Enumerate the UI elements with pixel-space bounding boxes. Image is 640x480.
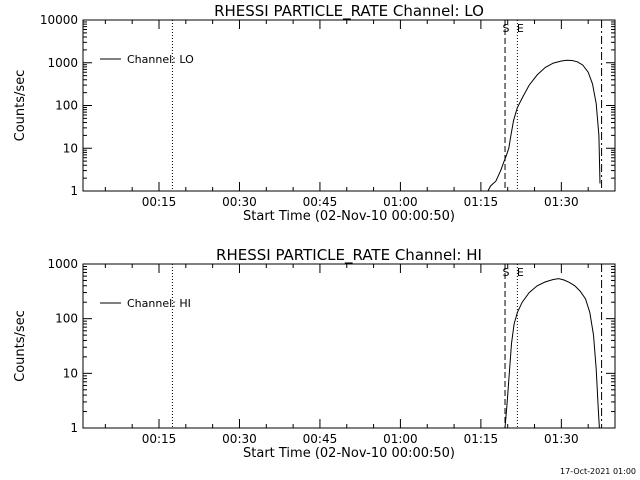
chart-title: RHESSI PARTICLE_RATE Channel: LO (214, 2, 484, 21)
legend-label: Channel: LO (127, 53, 194, 66)
x-tick-label: 01:00 (383, 432, 418, 446)
series-line (487, 59, 601, 192)
x-tick-label: 01:30 (544, 195, 579, 209)
x-tick-label: 01:30 (544, 432, 579, 446)
panel-channel-hi: RHESSI PARTICLE_RATE Channel: HI 1 10 100 10… (13, 246, 616, 461)
y-axis-label: Counts/sec (13, 310, 28, 382)
y-tick-label: 10 (63, 366, 78, 380)
x-tick-label: 00:45 (303, 195, 338, 209)
y-tick-label: 100 (55, 312, 78, 326)
y-tick-label: 100 (55, 99, 78, 113)
start-marker-label: S (503, 22, 510, 35)
plot-frame (82, 19, 616, 192)
x-tick-label: 01:15 (464, 432, 499, 446)
series-line (504, 278, 600, 429)
y-tick-label: 1 (70, 421, 78, 435)
end-marker-label: E (517, 266, 524, 279)
y-tick-label: 1000 (47, 56, 78, 70)
x-tick-label: 01:00 (383, 195, 418, 209)
y-tick-label: 1 (70, 184, 78, 198)
panel-channel-lo: RHESSI PARTICLE_RATE Channel: LO 1 10 100 10… (13, 2, 616, 224)
plot-frame (82, 263, 616, 429)
x-tick-label: 00:45 (303, 432, 338, 446)
y-tick-label: 10000 (40, 13, 78, 27)
legend-label: Channel: HI (127, 297, 191, 310)
y-tick-label: 10 (63, 141, 78, 155)
start-marker-label: S (503, 266, 510, 279)
x-tick-label: 00:15 (142, 195, 177, 209)
y-tick-label: 1000 (47, 257, 78, 271)
y-axis-label: Counts/sec (13, 70, 28, 142)
chart-title: RHESSI PARTICLE_RATE Channel: HI (216, 246, 482, 265)
x-axis-label: Start Time (02-Nov-10 00:00:50) (243, 209, 455, 224)
footer-timestamp: 17-Oct-2021 01:00 (560, 467, 636, 476)
x-tick-label: 00:15 (142, 432, 177, 446)
x-tick-label: 00:30 (222, 432, 257, 446)
x-tick-label: 00:30 (222, 195, 257, 209)
x-axis-label: Start Time (02-Nov-10 00:00:50) (243, 446, 455, 461)
x-tick-label: 01:15 (464, 195, 499, 209)
end-marker-label: E (517, 22, 524, 35)
